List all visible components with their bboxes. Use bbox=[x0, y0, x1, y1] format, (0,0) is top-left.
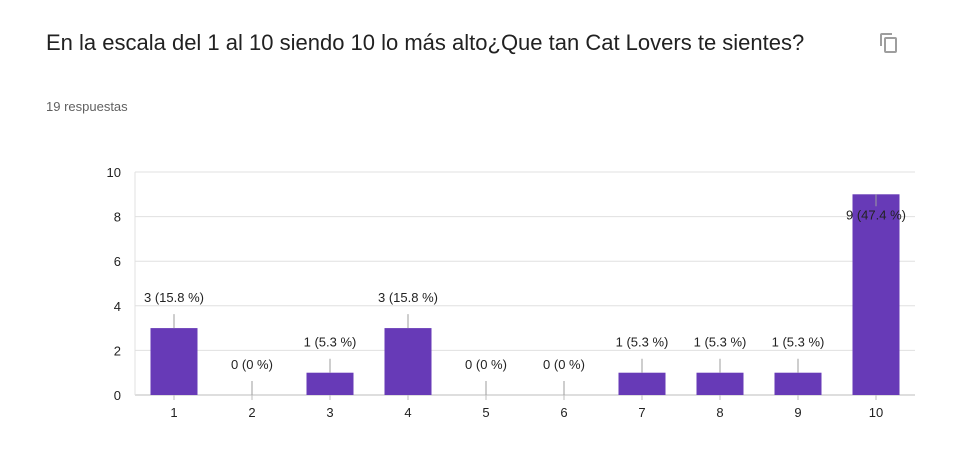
copy-icon bbox=[880, 33, 897, 53]
bar bbox=[852, 194, 900, 395]
x-tick-label: 4 bbox=[404, 405, 411, 420]
bar bbox=[384, 328, 432, 395]
bar bbox=[150, 328, 198, 395]
data-label: 0 (0 %) bbox=[543, 357, 585, 372]
y-tick-label: 0 bbox=[114, 388, 121, 403]
bar bbox=[618, 372, 666, 395]
data-label: 3 (15.8 %) bbox=[144, 290, 204, 305]
x-tick-label: 9 bbox=[794, 405, 801, 420]
x-tick-label: 1 bbox=[170, 405, 177, 420]
data-label: 0 (0 %) bbox=[231, 357, 273, 372]
x-tick-label: 6 bbox=[560, 405, 567, 420]
data-label: 1 (5.3 %) bbox=[694, 335, 747, 350]
bar-chart: 0 2 4 6 8 10 3 (15.8 %) 1 0 (0 %) 2 1 (5.3 %) 3 3 (1… bbox=[0, 150, 964, 440]
x-tick-label: 5 bbox=[482, 405, 489, 420]
bar bbox=[696, 372, 744, 395]
data-label: 1 (5.3 %) bbox=[616, 335, 669, 350]
data-label: 1 (5.3 %) bbox=[304, 335, 357, 350]
x-tick-label: 8 bbox=[716, 405, 723, 420]
data-label: 1 (5.3 %) bbox=[772, 335, 825, 350]
x-tick-label: 7 bbox=[638, 405, 645, 420]
x-tick-label: 10 bbox=[869, 405, 883, 420]
y-tick-label: 8 bbox=[114, 210, 121, 225]
x-tick-label: 2 bbox=[248, 405, 255, 420]
y-tick-label: 4 bbox=[114, 299, 121, 314]
data-label: 0 (0 %) bbox=[465, 357, 507, 372]
response-count: 19 respuestas bbox=[46, 99, 128, 114]
bar bbox=[306, 372, 354, 395]
y-tick-label: 2 bbox=[114, 343, 121, 358]
x-tick-label: 3 bbox=[326, 405, 333, 420]
y-tick-label: 6 bbox=[114, 254, 121, 269]
y-tick-label: 10 bbox=[107, 165, 121, 180]
data-label: 9 (47.4 %) bbox=[846, 207, 906, 222]
copy-chart-button[interactable] bbox=[876, 30, 900, 54]
bar bbox=[774, 372, 822, 395]
data-label: 3 (15.8 %) bbox=[378, 290, 438, 305]
bar-chart-svg: 0 2 4 6 8 10 3 (15.8 %) 1 0 (0 %) 2 1 (5.3 %) 3 3 (1… bbox=[107, 165, 915, 420]
question-title: En la escala del 1 al 10 siendo 10 lo má… bbox=[46, 30, 805, 55]
